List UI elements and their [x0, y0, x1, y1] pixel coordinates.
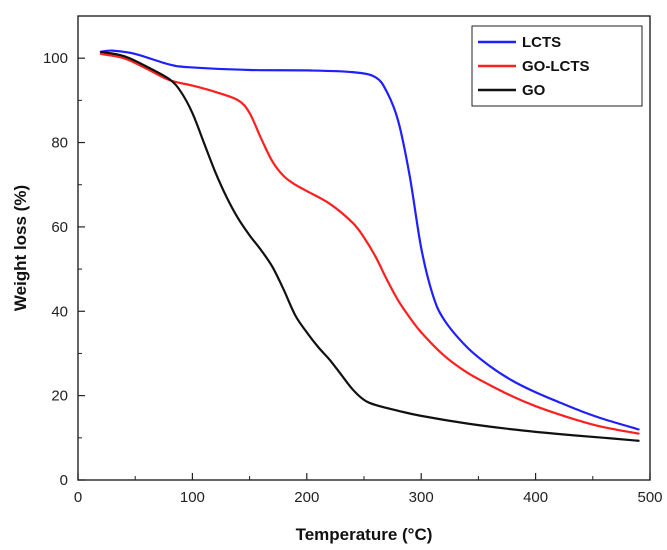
series-line-lcts: [101, 51, 639, 430]
x-tick-label: 500: [637, 489, 662, 506]
y-axis-label: Weight loss (%): [11, 185, 30, 311]
y-tick-label: 60: [51, 219, 68, 236]
y-tick-label: 80: [51, 135, 68, 152]
x-tick-label: 100: [180, 489, 205, 506]
y-tick-label: 100: [43, 50, 68, 67]
y-tick-label: 20: [51, 388, 68, 405]
x-tick-label: 0: [74, 489, 82, 506]
y-tick-label: 0: [60, 472, 68, 489]
x-tick-label: 400: [523, 489, 548, 506]
x-tick-label: 300: [409, 489, 434, 506]
series-line-go-lcts: [101, 54, 639, 434]
legend-label-lcts: LCTS: [522, 34, 561, 51]
legend: LCTS GO-LCTS GO: [472, 26, 642, 106]
y-tick-label: 40: [51, 303, 68, 320]
x-tick-label: 200: [294, 489, 319, 506]
legend-label-go-lcts: GO-LCTS: [522, 58, 590, 75]
plot-area: [101, 51, 639, 441]
x-axis-label: Temperature (°C): [296, 525, 433, 544]
legend-label-go: GO: [522, 82, 546, 99]
